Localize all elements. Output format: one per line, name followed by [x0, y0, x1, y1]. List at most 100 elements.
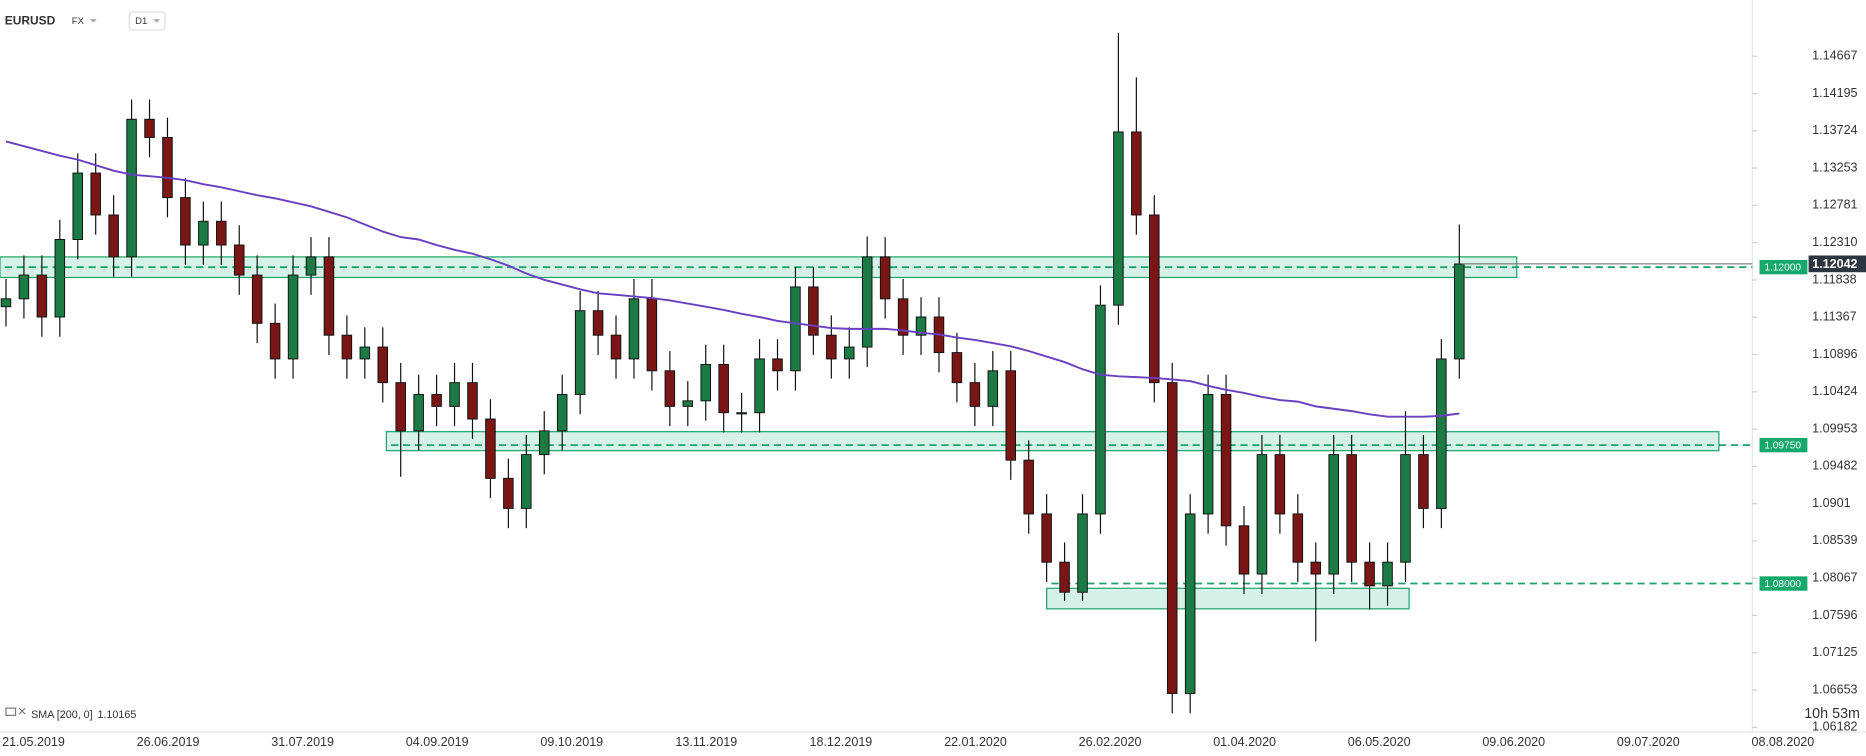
candle-body	[431, 394, 442, 407]
candle-body	[844, 346, 855, 360]
y-tick-label: 1.06182	[1812, 720, 1857, 734]
candle-body	[987, 370, 999, 407]
candle-body	[1149, 214, 1160, 384]
zone	[1046, 587, 1410, 610]
candle-body	[413, 394, 424, 432]
candle-body	[664, 370, 676, 407]
sma-value: 1.10165	[97, 709, 136, 721]
candle-body	[610, 334, 622, 360]
candle-body	[1113, 131, 1124, 306]
candle-body	[538, 430, 550, 456]
x-tick-label: 01.04.2020	[1213, 735, 1276, 749]
level-label: 1.12000	[1764, 262, 1801, 273]
candle-body	[1166, 382, 1178, 694]
legend-icon[interactable]	[5, 707, 17, 716]
candle-body	[1041, 513, 1052, 563]
x-tick-label: 04.09.2019	[406, 735, 469, 749]
x-tick-label: 26.06.2019	[137, 735, 200, 749]
x-tick-label: 18.12.2019	[809, 735, 872, 749]
x-tick-label: 22.01.2020	[944, 735, 1007, 749]
candle-body	[359, 346, 371, 360]
candle-body	[1400, 454, 1411, 563]
candle-body	[251, 274, 263, 324]
candle-body	[287, 274, 299, 360]
x-tick-label: 09.10.2019	[540, 735, 603, 749]
interval[interactable]: D1	[135, 16, 147, 27]
candle-body	[1131, 131, 1142, 216]
candle-body	[1418, 454, 1429, 509]
y-tick-label: 1.09953	[1812, 421, 1857, 435]
candle-body	[1382, 561, 1393, 587]
x-tick-label: 31.07.2019	[271, 735, 334, 749]
countdown: 10h 53m	[1804, 706, 1860, 722]
level-label: 1.09750	[1764, 440, 1801, 451]
candle-body	[1364, 561, 1375, 587]
candle-body	[305, 256, 317, 276]
candle-body	[1292, 513, 1304, 563]
market: FX	[72, 16, 85, 27]
interval-button[interactable]	[128, 11, 166, 31]
candle-body	[1077, 513, 1088, 593]
candle-body	[826, 334, 837, 360]
candle-body	[574, 310, 586, 395]
x-tick-label: 08.08.2020	[1751, 735, 1814, 749]
y-tick-label: 1.11838	[1812, 272, 1856, 286]
y-tick-label: 1.13724	[1812, 123, 1857, 137]
x-tick-label: 13.11.2019	[675, 735, 737, 749]
candle-body	[808, 286, 819, 336]
candle-body	[341, 334, 353, 360]
zone	[385, 431, 1720, 452]
x-tick-label: 09.06.2020	[1482, 735, 1545, 749]
level-tag	[1759, 576, 1808, 591]
candle-body	[233, 244, 245, 276]
candle-body	[503, 477, 514, 509]
level-tag	[1759, 437, 1808, 453]
candle-body	[521, 454, 532, 509]
symbol[interactable]: EURUSD	[5, 14, 56, 28]
last-price-tag	[1808, 255, 1866, 273]
dropdown-arrow[interactable]	[89, 19, 97, 23]
level-label: 1.08000	[1764, 579, 1801, 590]
candle-body	[72, 172, 84, 240]
candle-body	[395, 382, 406, 432]
y-tick-label: 1.12781	[1812, 198, 1857, 212]
x-tick-label: 09.07.2020	[1617, 735, 1680, 749]
candle-body	[216, 220, 227, 246]
candle-body	[1328, 454, 1339, 575]
remove-icon[interactable]	[18, 707, 26, 715]
candle-body	[36, 274, 48, 318]
candle-body	[126, 118, 137, 258]
candle-body	[1346, 454, 1357, 563]
candle-body	[1238, 525, 1250, 575]
y-tick-label: 1.14195	[1812, 86, 1857, 100]
candle-body	[108, 214, 119, 258]
candle-body	[897, 298, 909, 336]
candle-body	[323, 256, 335, 336]
candle-body	[592, 310, 604, 336]
candle-body	[449, 382, 460, 407]
candle-body	[1005, 370, 1017, 461]
candle-body	[467, 382, 478, 420]
y-tick-label: 1.10896	[1812, 347, 1857, 361]
candle-body	[951, 352, 963, 384]
sma-name: SMA [200, 0]	[31, 709, 93, 721]
candle-body	[628, 298, 640, 360]
candle-body	[718, 363, 729, 414]
last-price-label: 1.12042	[1812, 257, 1857, 271]
candle-body	[556, 394, 568, 432]
dropdown-arrow[interactable]	[153, 19, 161, 23]
candle-body	[144, 118, 155, 138]
y-tick-label: 1.06653	[1812, 682, 1857, 696]
x-tick-label: 06.05.2020	[1348, 735, 1411, 749]
candle-body	[0, 298, 12, 308]
candle-body	[1095, 304, 1106, 515]
candle-body	[90, 172, 101, 216]
y-tick-label: 1.14667	[1812, 49, 1857, 63]
y-tick-label: 1.09482	[1812, 459, 1857, 473]
candle-body	[1184, 513, 1196, 694]
candle-body	[1454, 263, 1465, 360]
